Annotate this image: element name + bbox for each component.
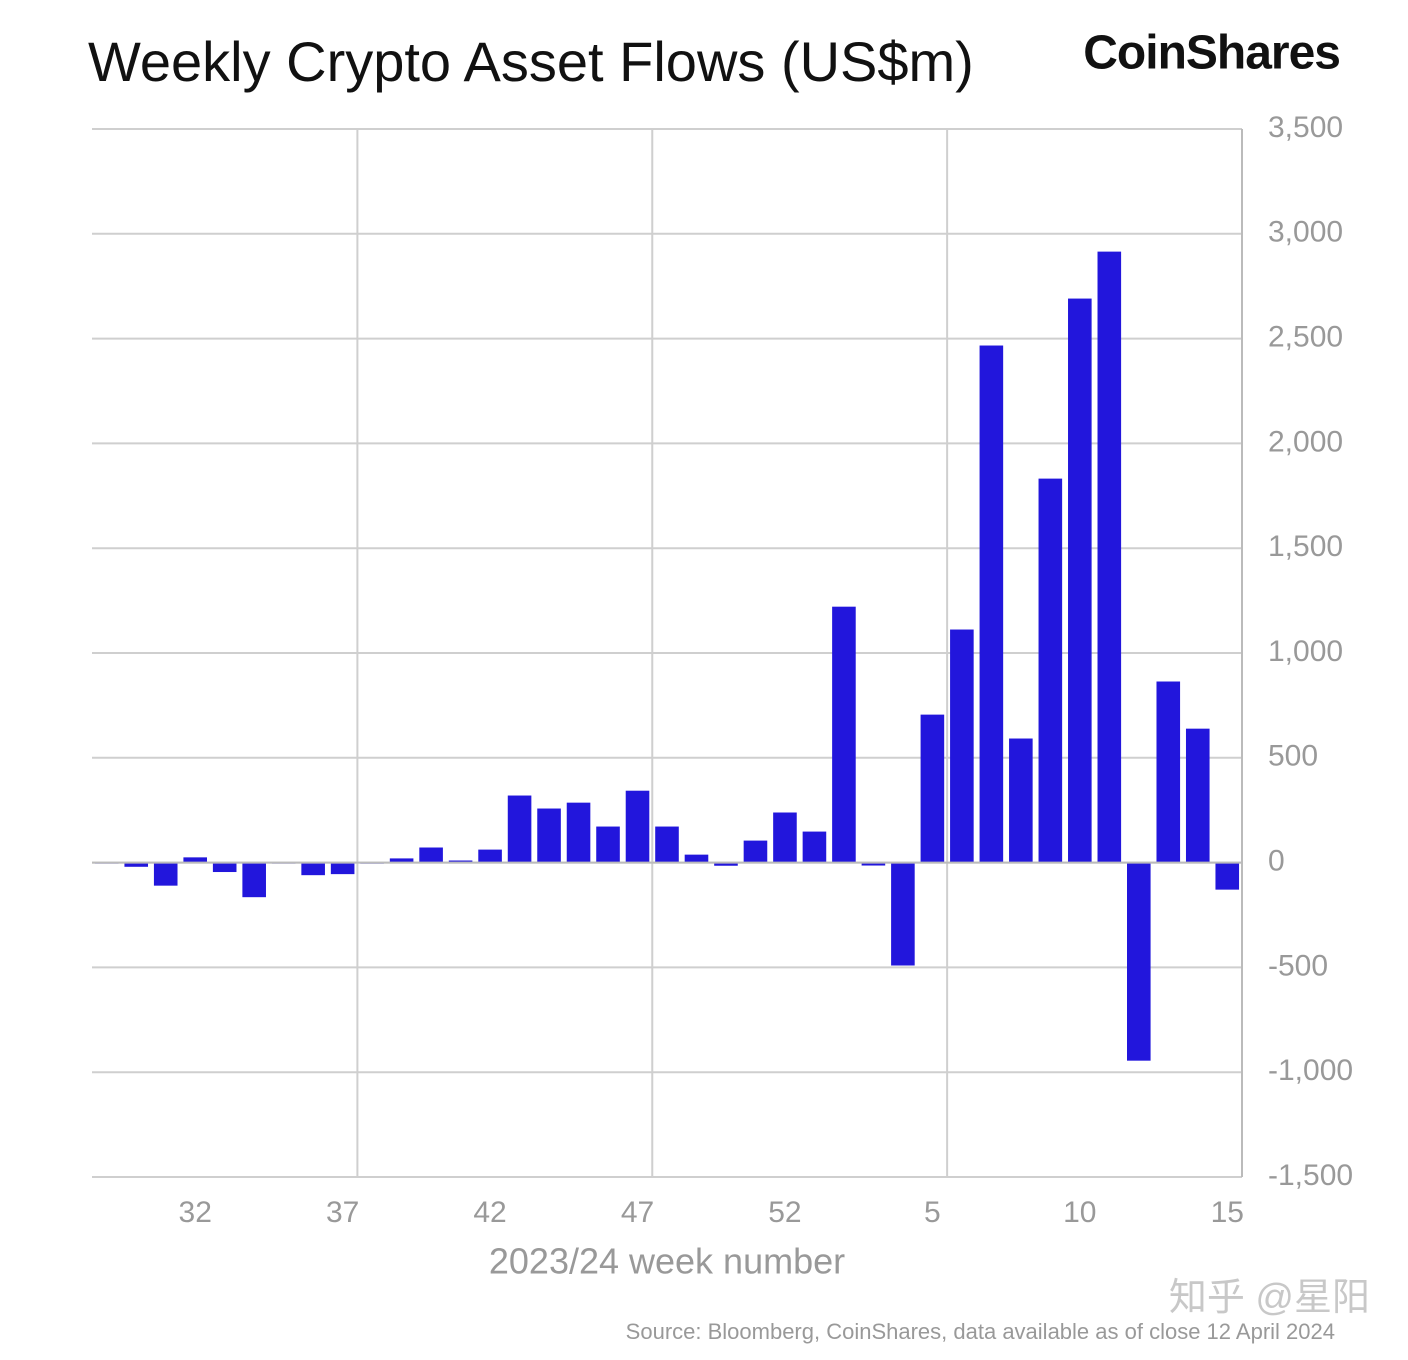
y-tick-label: 3,000 <box>1268 216 1343 249</box>
brand: CoinShares <box>1083 27 1340 80</box>
bar <box>802 831 827 863</box>
bar <box>183 857 207 863</box>
bar <box>861 862 886 866</box>
x-tick-label: 37 <box>326 1196 359 1229</box>
bar <box>507 795 532 863</box>
x-tick-label: 47 <box>621 1196 654 1229</box>
bar <box>1038 478 1063 863</box>
y-tick-label: -500 <box>1268 949 1328 982</box>
bar <box>743 840 768 863</box>
y-tick-label: -1,000 <box>1268 1054 1353 1087</box>
bar <box>920 714 945 863</box>
bar <box>1156 681 1181 863</box>
bar <box>330 862 355 875</box>
bar <box>1068 298 1092 863</box>
y-tick-label: 1,500 <box>1268 530 1343 563</box>
y-tick-label: 500 <box>1268 740 1318 773</box>
bar <box>950 629 974 863</box>
bar <box>389 858 414 863</box>
bar <box>212 862 237 873</box>
bar <box>124 862 149 867</box>
watermark: 知乎 @星阳 <box>1169 1277 1370 1319</box>
x-axis-title: 2023/24 week number <box>489 1241 845 1282</box>
y-tick-label: 0 <box>1268 845 1285 878</box>
bar <box>655 826 679 863</box>
bar <box>478 849 502 863</box>
bar <box>1185 728 1210 863</box>
bar <box>537 808 561 863</box>
bar <box>1215 862 1240 890</box>
source-note: Source: Bloomberg, CoinShares, data avai… <box>626 1319 1335 1344</box>
x-tick-label: 15 <box>1211 1196 1244 1229</box>
y-tick-label: 3,500 <box>1268 111 1343 144</box>
bar <box>419 847 443 863</box>
bar <box>625 790 650 863</box>
bar <box>153 862 178 886</box>
chart-title: Weekly Crypto Asset Flows (US$m) <box>88 30 974 93</box>
y-tick-label: 1,000 <box>1268 635 1343 668</box>
bar <box>596 826 620 863</box>
x-tick-label: 5 <box>924 1196 941 1229</box>
bar <box>1009 738 1033 863</box>
y-tick-label: 2,000 <box>1268 425 1343 458</box>
bar <box>714 862 738 866</box>
bar <box>684 854 709 863</box>
x-tick-label: 52 <box>768 1196 801 1229</box>
bar <box>1097 251 1122 863</box>
bar <box>242 862 266 898</box>
x-tick-label: 10 <box>1063 1196 1096 1229</box>
bar <box>448 860 473 863</box>
bar <box>773 812 797 863</box>
y-tick-label: -1,500 <box>1268 1159 1353 1192</box>
bar <box>979 345 1004 863</box>
bar <box>891 862 915 966</box>
bar <box>301 862 325 876</box>
bar <box>832 606 856 863</box>
bar <box>1127 862 1151 1061</box>
y-tick-label: 2,500 <box>1268 321 1343 354</box>
x-tick-label: 32 <box>179 1196 212 1229</box>
x-tick-label: 42 <box>473 1196 506 1229</box>
bar <box>566 802 591 863</box>
